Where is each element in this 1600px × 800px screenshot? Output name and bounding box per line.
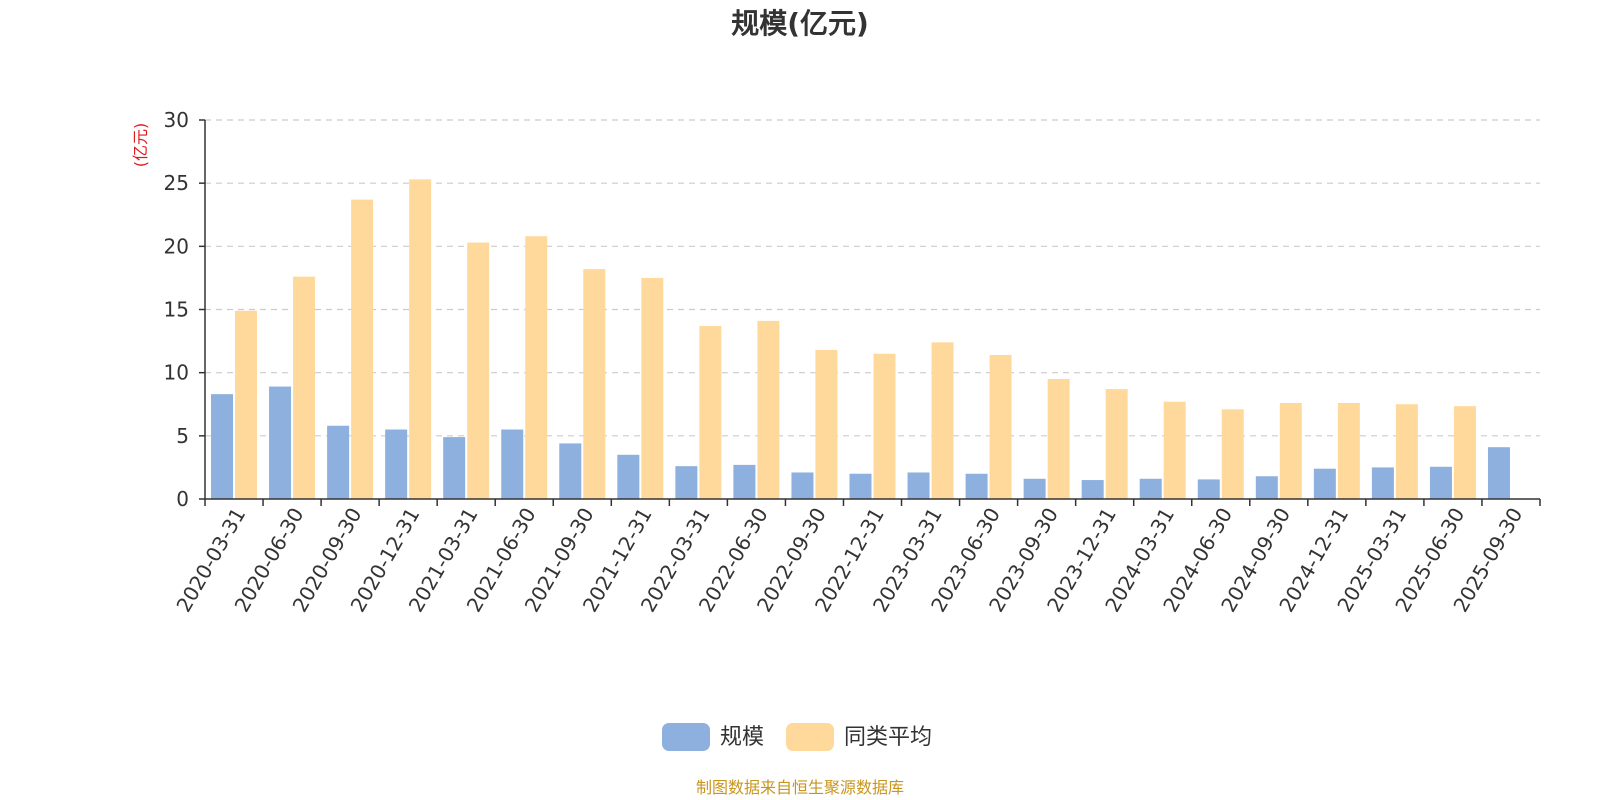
bar-scale[interactable] xyxy=(791,472,814,499)
bar-peer-average[interactable] xyxy=(1221,409,1244,499)
bars-group xyxy=(211,179,1510,500)
bar-scale[interactable] xyxy=(211,394,234,499)
bar-peer-average[interactable] xyxy=(989,354,1012,499)
bar-peer-average[interactable] xyxy=(293,276,316,499)
bar-scale[interactable] xyxy=(1487,447,1510,499)
y-tick-label: 0 xyxy=(176,487,189,511)
legend-swatch xyxy=(662,723,710,751)
bar-scale[interactable] xyxy=(1371,467,1394,499)
source-note: 制图数据来自恒生聚源数据库 xyxy=(696,778,904,797)
bar-scale[interactable] xyxy=(1197,479,1220,499)
bar-peer-average[interactable] xyxy=(641,277,664,499)
bar-peer-average[interactable] xyxy=(409,179,432,500)
bar-scale[interactable] xyxy=(733,464,756,499)
bar-peer-average[interactable] xyxy=(525,236,548,499)
bar-peer-average[interactable] xyxy=(815,349,838,499)
bar-scale[interactable] xyxy=(1139,478,1162,499)
bar-scale[interactable] xyxy=(617,454,640,499)
y-tick-label: 20 xyxy=(164,234,189,258)
legend-item-peer-average[interactable]: 同类平均 xyxy=(786,723,932,751)
bar-peer-average[interactable] xyxy=(1453,406,1476,499)
bar-scale[interactable] xyxy=(327,425,350,499)
bar-peer-average[interactable] xyxy=(1337,402,1360,499)
bar-scale[interactable] xyxy=(965,473,988,499)
bar-peer-average[interactable] xyxy=(1395,404,1418,499)
bar-scale[interactable] xyxy=(1429,466,1452,499)
bar-scale[interactable] xyxy=(1255,476,1278,499)
bar-peer-average[interactable] xyxy=(873,353,896,499)
bar-scale[interactable] xyxy=(443,437,466,499)
bar-peer-average[interactable] xyxy=(1279,402,1302,499)
bar-peer-average[interactable] xyxy=(235,310,258,499)
bar-scale[interactable] xyxy=(849,473,872,499)
bar-scale[interactable] xyxy=(269,386,292,499)
legend[interactable]: 规模 同类平均 xyxy=(662,723,932,751)
legend-swatch xyxy=(786,723,834,751)
chart-title: 规模(亿元) xyxy=(731,7,869,40)
y-tick-label: 10 xyxy=(164,361,189,385)
bar-scale[interactable] xyxy=(559,443,582,499)
bar-scale[interactable] xyxy=(385,429,408,499)
y-tick-label: 25 xyxy=(164,171,189,195)
bar-scale[interactable] xyxy=(501,429,524,499)
bar-scale[interactable] xyxy=(1081,480,1104,499)
bar-peer-average[interactable] xyxy=(467,242,490,499)
bar-peer-average[interactable] xyxy=(1105,389,1128,499)
bar-peer-average[interactable] xyxy=(583,269,606,499)
y-tick-label: 15 xyxy=(164,298,189,322)
y-tick-label: 30 xyxy=(164,108,189,132)
gridlines xyxy=(205,119,1540,437)
bar-peer-average[interactable] xyxy=(931,342,954,499)
bar-peer-average[interactable] xyxy=(351,199,374,499)
legend-label: 同类平均 xyxy=(844,725,932,750)
legend-label: 规模 xyxy=(720,725,764,750)
bar-peer-average[interactable] xyxy=(757,320,780,499)
legend-item-scale[interactable]: 规模 xyxy=(662,723,764,751)
bar-scale[interactable] xyxy=(907,472,930,499)
bar-peer-average[interactable] xyxy=(1047,378,1070,499)
bar-scale[interactable] xyxy=(1023,478,1046,499)
y-tick-label: 5 xyxy=(176,424,189,448)
bar-peer-average[interactable] xyxy=(1163,401,1186,499)
bar-scale[interactable] xyxy=(675,466,698,499)
bar-peer-average[interactable] xyxy=(699,325,722,499)
y-axis-unit-label: (亿元) xyxy=(131,123,150,168)
bar-scale[interactable] xyxy=(1313,468,1336,499)
